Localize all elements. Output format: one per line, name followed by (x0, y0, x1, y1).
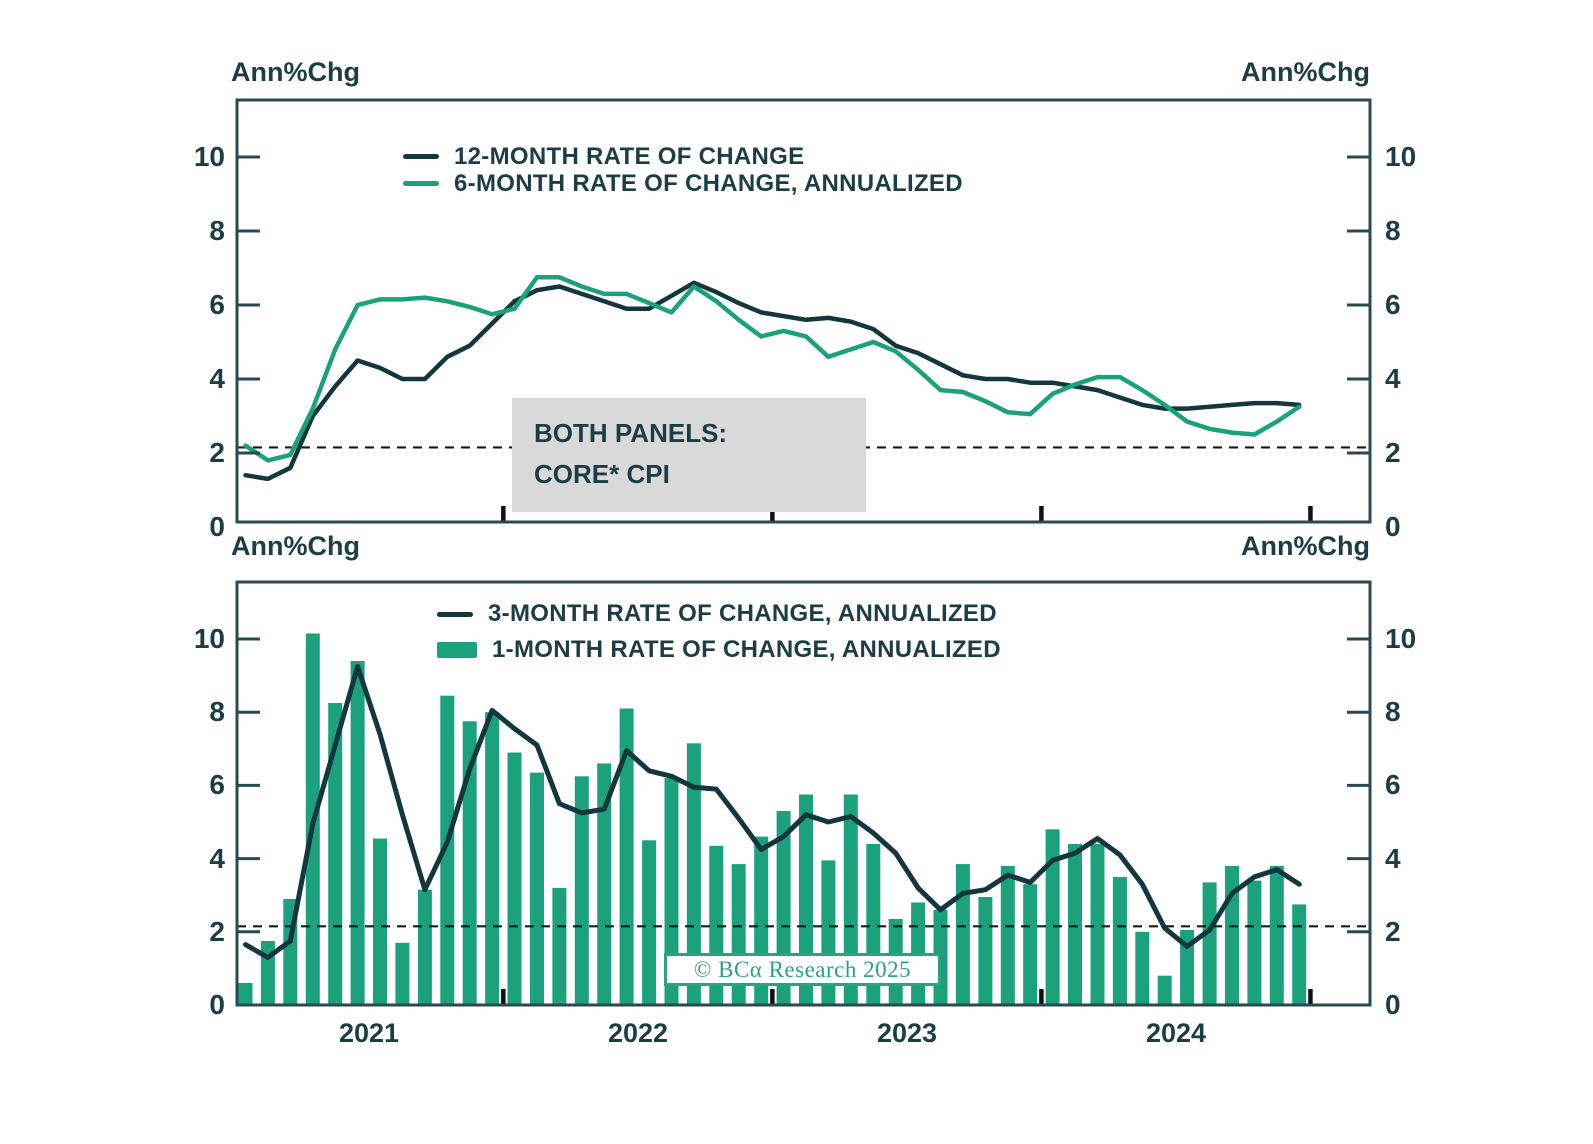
bar (417, 889, 432, 1005)
panel-border (235, 580, 1372, 1007)
bar (1068, 844, 1082, 1005)
bottom-panel-legend: 3-MONTH RATE OF CHANGE, ANNUALIZED 1-MON… (437, 596, 1001, 668)
series-line (243, 275, 1302, 463)
y-axis-tick-label: 2 (209, 437, 225, 468)
y-axis-tick-label: 8 (1385, 215, 1401, 246)
bar (1090, 844, 1105, 1005)
bar (574, 776, 589, 1006)
bar (843, 794, 858, 1005)
bar (1202, 882, 1217, 1005)
legend-item-6-month: 6-MONTH RATE OF CHANGE, ANNUALIZED (403, 170, 963, 197)
y-axis-tick-label: 6 (209, 289, 225, 320)
line-swatch-icon (403, 181, 439, 186)
bar (395, 942, 410, 1005)
y-axis-tick-label: 2 (1385, 437, 1401, 468)
bar (552, 887, 567, 1005)
bar-swatch-icon (437, 642, 477, 658)
bar (373, 838, 387, 1005)
bar (485, 712, 500, 1005)
bar (1045, 829, 1060, 1005)
line-swatch-icon (437, 611, 473, 617)
y-axis-tick-label: 6 (1385, 289, 1401, 320)
bar (1000, 865, 1015, 1005)
x-axis-year-label: 2023 (876, 1018, 938, 1048)
y-axis-tick-label: 4 (209, 363, 225, 394)
line-swatch-icon (403, 154, 439, 159)
top-panel-legend: 12-MONTH RATE OF CHANGE 6-MONTH RATE OF … (403, 143, 963, 197)
bar (1135, 931, 1150, 1005)
bar (686, 743, 701, 1005)
bar (642, 840, 657, 1005)
bar (799, 794, 813, 1005)
legend-item-12-month: 12-MONTH RATE OF CHANGE (403, 143, 963, 170)
bar (597, 763, 612, 1005)
bar (664, 778, 679, 1005)
bar (1023, 884, 1038, 1005)
panel-border (235, 98, 1372, 524)
top-right-axis-unit: Ann%Chg (1241, 57, 1370, 87)
annotation-line-1: BOTH PANELS: (534, 418, 728, 448)
y-axis-tick-label: 8 (209, 696, 225, 727)
bar (350, 661, 365, 1005)
copyright-text: © BCα Research 2025 (693, 956, 912, 982)
top-left-axis-unit: Ann%Chg (231, 57, 360, 87)
y-axis-tick-label: 6 (1385, 769, 1401, 800)
bar (328, 703, 343, 1005)
annotation-line-2: CORE* CPI (534, 459, 670, 489)
bottom-left-axis-unit: Ann%Chg (231, 531, 360, 561)
bar (1180, 930, 1195, 1005)
bar (440, 695, 455, 1005)
y-axis-tick-label: 0 (209, 511, 225, 542)
y-axis-tick-label: 10 (1385, 623, 1417, 654)
y-axis-tick-label: 4 (1385, 363, 1401, 394)
bar (238, 983, 253, 1005)
bar (530, 772, 544, 1005)
bar (1269, 865, 1284, 1005)
x-axis-year-label: 2024 (1145, 1018, 1207, 1048)
y-axis-tick-label: 10 (193, 623, 225, 654)
bar (978, 897, 993, 1005)
bar (1157, 975, 1172, 1005)
bar (1112, 876, 1127, 1005)
y-axis-tick-label: 6 (209, 769, 225, 800)
y-axis-tick-label: 8 (1385, 696, 1401, 727)
y-axis-tick-label: 0 (1385, 511, 1401, 542)
bar (955, 864, 970, 1005)
legend-item-1-month: 1-MONTH RATE OF CHANGE, ANNUALIZED (437, 632, 1001, 668)
x-axis-year-label: 2021 (338, 1018, 400, 1048)
bar (1247, 880, 1262, 1005)
bar (1292, 904, 1307, 1005)
series-line (243, 664, 1302, 960)
y-axis-tick-label: 4 (1385, 843, 1401, 874)
series-line (243, 280, 1302, 482)
both-panels-annotation: BOTH PANELS: CORE* CPI (512, 398, 866, 512)
bar (619, 708, 634, 1005)
one-month-bars (238, 633, 1307, 1006)
x-axis-year-label: 2022 (607, 1018, 669, 1048)
y-axis-tick-label: 10 (1385, 141, 1417, 172)
bottom-right-axis-unit: Ann%Chg (1241, 531, 1370, 561)
copyright-badge: © BCα Research 2025 (664, 953, 941, 986)
bar (507, 752, 522, 1005)
y-axis-tick-label: 10 (193, 141, 225, 172)
y-axis-tick-label: 8 (209, 215, 225, 246)
bar (462, 721, 477, 1005)
y-axis-tick-label: 0 (1385, 989, 1401, 1020)
legend-label: 12-MONTH RATE OF CHANGE (454, 142, 805, 170)
y-axis-tick-label: 0 (209, 989, 225, 1020)
y-axis-tick-label: 4 (209, 843, 225, 874)
bar (260, 941, 275, 1005)
legend-label: 1-MONTH RATE OF CHANGE, ANNUALIZED (492, 636, 1001, 663)
y-axis-tick-label: 2 (1385, 916, 1401, 947)
legend-item-3-month: 3-MONTH RATE OF CHANGE, ANNUALIZED (437, 596, 1001, 632)
legend-label: 3-MONTH RATE OF CHANGE, ANNUALIZED (488, 600, 997, 627)
y-axis-tick-label: 2 (209, 916, 225, 947)
legend-label: 6-MONTH RATE OF CHANGE, ANNUALIZED (454, 169, 963, 197)
